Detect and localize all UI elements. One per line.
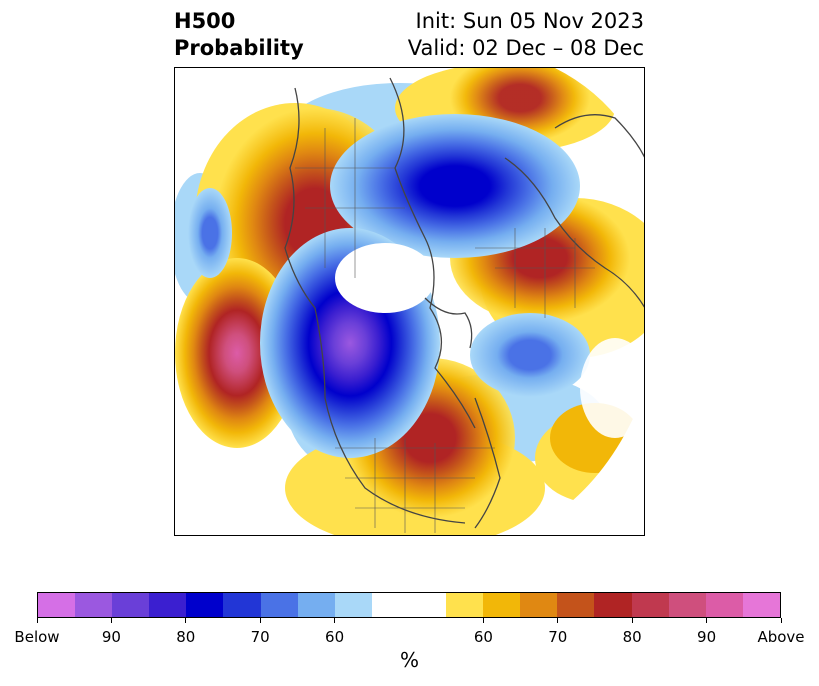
neutral-zone-east	[580, 338, 644, 438]
cold-anomaly-pacific	[188, 188, 232, 278]
colorbar-ticks: Below 90 80 70 60 60 70 80 90 Above	[14, 618, 805, 646]
title-quantity: Probability	[174, 36, 304, 60]
valid-range: Valid: 02 Dec – 08 Dec	[407, 36, 644, 60]
colorbar-tick-label: Above	[757, 628, 805, 646]
cold-anomaly-atlantic	[470, 313, 590, 397]
colorbar-tick	[482, 618, 484, 623]
colorbar-tick-label: 90	[101, 628, 121, 646]
colorbar-segment	[557, 593, 595, 617]
colorbar-segment	[631, 593, 669, 617]
colorbar-tick	[185, 618, 187, 623]
colorbar-tick-label: 80	[176, 628, 196, 646]
borders	[295, 118, 595, 533]
map-canvas	[175, 68, 644, 535]
colorbar-segment	[149, 593, 187, 617]
colorbar-tick-label: 60	[325, 628, 345, 646]
colorbar-segment	[705, 593, 743, 617]
colorbar-tick-label: 60	[473, 628, 493, 646]
colorbar-tick	[259, 618, 261, 623]
colorbar-segment	[446, 593, 484, 617]
colorbar-units: %	[399, 648, 419, 672]
colorbar-tick	[780, 618, 782, 623]
colorbar-tick	[36, 618, 38, 623]
corner-mask-tr	[555, 68, 644, 160]
colorbar-segment	[112, 593, 150, 617]
colorbar-tick	[110, 618, 112, 623]
colorbar-segment	[75, 593, 113, 617]
colorbar-tick	[557, 618, 559, 623]
colorbar-segment	[260, 593, 298, 617]
corner-mask-bl	[175, 398, 292, 535]
colorbar-segment	[742, 593, 780, 617]
colorbar-segment	[520, 593, 558, 617]
colorbar-segment	[38, 593, 76, 617]
colorbar-tick	[631, 618, 633, 623]
map-dates: Init: Sun 05 Nov 2023 Valid: 02 Dec – 08…	[408, 8, 644, 62]
colorbar-tick	[706, 618, 708, 623]
title-variable: H500	[174, 9, 236, 33]
colorbar-segment	[408, 593, 447, 617]
colorbar-segment	[371, 593, 409, 617]
colorbar-tick-label: Below	[14, 628, 60, 646]
colorbar-tick	[334, 618, 336, 623]
init-date: Init: Sun 05 Nov 2023	[415, 9, 644, 33]
colorbar-segment	[223, 593, 261, 617]
colorbar-tick-label: 70	[548, 628, 568, 646]
colorbar-tick-label: 70	[250, 628, 270, 646]
colorbar-segment	[668, 593, 706, 617]
colorbar-tick-label: 90	[697, 628, 717, 646]
cold-anomaly-arctic	[330, 114, 580, 258]
map-title: H500 Probability	[174, 8, 304, 62]
probability-map	[174, 67, 645, 536]
colorbar-tick-label: 80	[622, 628, 642, 646]
colorbar-segment	[483, 593, 521, 617]
colorbar-segment	[297, 593, 335, 617]
corner-mask-tl	[175, 68, 285, 178]
colorbar-segment	[594, 593, 632, 617]
neutral-zone	[335, 243, 435, 313]
colorbar-segment	[334, 593, 372, 617]
colorbar	[37, 592, 781, 618]
corner-mask-br	[519, 393, 644, 535]
colorbar-segment	[186, 593, 224, 617]
